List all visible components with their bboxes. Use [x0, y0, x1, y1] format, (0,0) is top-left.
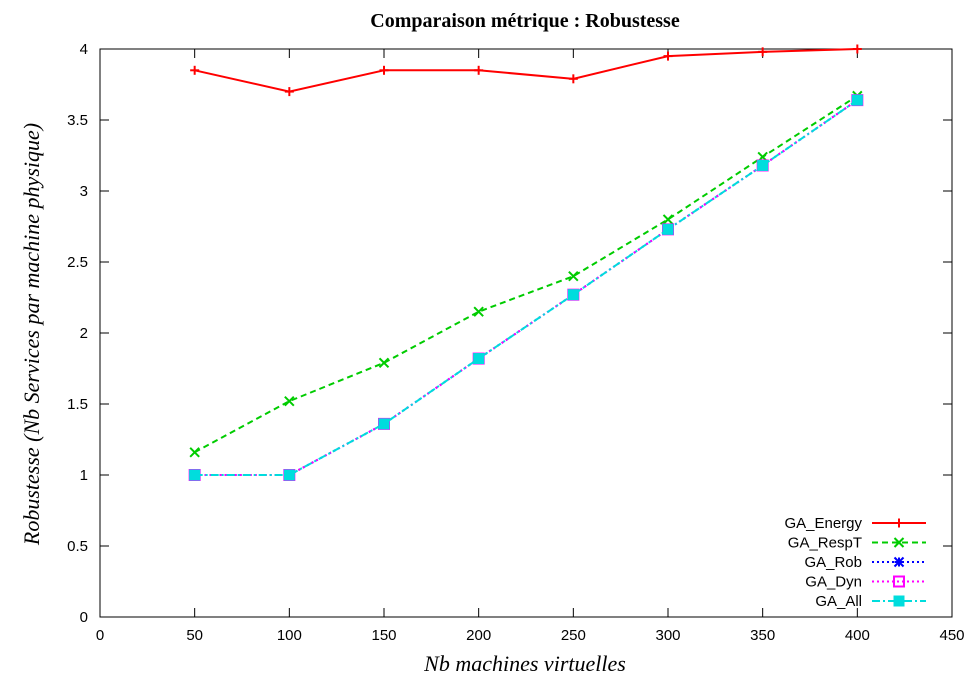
data-point [473, 306, 484, 317]
data-point [284, 395, 295, 407]
x-axis-label: Nb machines virtuelles [423, 651, 626, 676]
data-point [378, 418, 390, 430]
legend-marker [893, 537, 905, 548]
data-point [283, 469, 295, 481]
data-point [662, 223, 674, 235]
data-point [758, 47, 768, 57]
x-tick-label: 450 [939, 627, 964, 644]
legend-marker [894, 518, 904, 528]
legend-label: GA_RespT [788, 535, 862, 552]
data-point [474, 65, 484, 75]
legend: GA_Energy GA_RespT GA_Rob GA_Dyn GA_All [784, 515, 926, 610]
legend-marker [893, 556, 905, 568]
legend-label: GA_Rob [804, 554, 862, 571]
data-point [568, 74, 578, 84]
y-tick-label: 3.5 [67, 112, 88, 129]
data-point [378, 357, 390, 369]
y-tick-label: 1 [80, 467, 88, 484]
data-point [852, 44, 862, 54]
x-tick-label: 50 [186, 627, 203, 644]
legend-label: GA_Dyn [805, 574, 862, 591]
series-line-ga-respt [194, 95, 858, 454]
legend-label: GA_All [815, 593, 862, 610]
series-line-ga-energy [194, 48, 858, 93]
data-point [189, 447, 200, 458]
x-tick-label: 300 [655, 627, 680, 644]
series-layer [188, 44, 864, 481]
chart-title: Comparaison métrique : Robustesse [370, 10, 680, 32]
x-tick-label: 100 [277, 627, 302, 644]
data-point [567, 289, 579, 301]
x-tick-label: 400 [845, 627, 870, 644]
data-point [190, 65, 200, 75]
data-point [379, 65, 389, 75]
series-line-ga-all [194, 99, 858, 476]
series-line-ga-rob [194, 99, 858, 476]
legend-marker [893, 575, 905, 588]
legend-marker [893, 595, 905, 607]
data-point [284, 87, 294, 97]
x-tick-label: 150 [371, 627, 396, 644]
x-tick-label: 0 [96, 627, 104, 644]
y-axis-label: Robustesse (Nb Services par machine phys… [19, 123, 44, 546]
y-tick-label: 0 [80, 609, 88, 626]
y-tick-label: 4 [80, 41, 88, 58]
data-point [189, 469, 201, 481]
x-tick-label: 200 [466, 627, 491, 644]
y-tick-label: 0.5 [67, 538, 88, 555]
y-tick-label: 3 [80, 183, 88, 200]
data-point [663, 51, 673, 61]
data-point [568, 270, 579, 282]
x-tick-label: 250 [561, 627, 586, 644]
y-tick-label: 2 [80, 325, 88, 342]
x-tick-label: 350 [750, 627, 775, 644]
series-line-ga-dyn [194, 99, 858, 476]
y-tick-label: 1.5 [67, 396, 88, 413]
data-point [757, 159, 769, 171]
data-point [473, 353, 485, 365]
data-point [662, 214, 674, 225]
axis-ticks: 0 50 100 150 200 250 300 350 400 450 0 0.5 1 1.5 2 2.5 3… [67, 41, 964, 644]
y-tick-label: 2.5 [67, 254, 88, 271]
legend-label: GA_Energy [784, 515, 862, 532]
data-point [851, 94, 863, 106]
